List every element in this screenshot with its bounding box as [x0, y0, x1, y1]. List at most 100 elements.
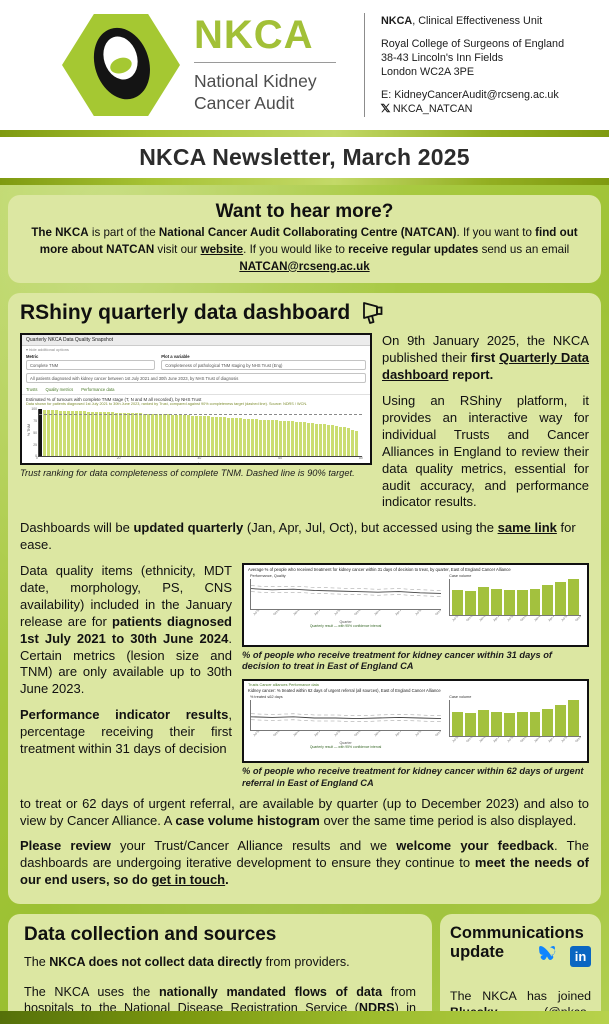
updated-quarterly-line: Dashboards will be updated quarterly (Ja… — [20, 520, 589, 554]
text-segment: (Jan, Apr, Jul, Oct), but accessed using… — [243, 520, 498, 536]
dashboard-31day-window: Average % of people who received treatme… — [242, 563, 589, 648]
nkca-logo: NKCA National Kidney Cancer Audit — [62, 14, 336, 116]
dashboard-chart-title: Estimated % of tumours with complete TNM… — [26, 397, 202, 403]
text-segment: The NKCA uses the — [24, 984, 159, 999]
intro-paragraph-1: On 9th January 2025, the NKCA published … — [382, 333, 589, 384]
contact-block: NKCA, Clinical Effectiveness Unit Royal … — [380, 14, 565, 116]
text-segment: over the same time period is also displa… — [319, 812, 577, 828]
data-quality-paragraph: Data quality items (ethnicity, MDT date,… — [20, 563, 232, 698]
x-handle-line[interactable]: 𝕏 NKCA_NATCAN — [380, 102, 473, 115]
address-line: Royal College of Surgeons of England — [381, 37, 565, 50]
chart-x-label: rank — [192, 461, 200, 466]
linkedin-icon[interactable]: in — [570, 945, 591, 967]
bottom-accent-bar — [0, 1011, 609, 1024]
rshiny-section: RShiny quarterly data dashboard Quarterl… — [8, 293, 601, 905]
text-segment: Please review — [20, 838, 111, 854]
brand-text: NKCA — [194, 13, 314, 58]
dashboard-62day-window: Trusts Cancer alliances Performance data… — [242, 679, 589, 764]
text-segment: National Cancer Audit Collaborating Cent… — [158, 226, 457, 239]
social-icons: in — [538, 944, 591, 968]
dashboard-tab[interactable]: Trusts — [26, 387, 38, 393]
text-segment: , percentage receiving their first treat… — [20, 707, 232, 756]
text-segment: from providers. — [262, 955, 350, 970]
text-segment: case volume histogram — [175, 812, 320, 828]
header-divider — [364, 13, 365, 117]
text-segment: to treat or 62 days of urgent referral, … — [20, 795, 589, 828]
case-volume-panel: Case volume Jul-Sep 21Oct-Dec 21Jan-Mar … — [449, 573, 581, 628]
title-band: NKCA Newsletter, March 2025 — [0, 137, 609, 178]
text-segment: receive regular updates — [348, 242, 479, 256]
text-segment: find out more about NATCAN — [39, 226, 578, 256]
green-divider-bar — [0, 178, 609, 185]
dashboard-chart-note: Data shown for patients diagnosed 1st Ju… — [26, 402, 308, 407]
inline-link[interactable]: same link — [497, 520, 557, 536]
dashboard-variable-select[interactable]: Plot a variable Completeness of patholog… — [161, 354, 366, 371]
wordmark-divider — [194, 62, 336, 64]
text-segment: The NKCA — [31, 226, 89, 239]
inline-link[interactable]: Quarterly Data dashboard — [382, 350, 589, 383]
main-screenshot-caption: Trust ranking for data completeness of c… — [20, 468, 355, 479]
data-collection-p1: The NKCA does not collect data directly … — [24, 954, 416, 971]
communications-heading: Communications update — [450, 924, 584, 962]
inline-link[interactable]: NATCAN@rcseng.ac.uk — [239, 259, 370, 273]
performance-line-panel: Performance, Quality Jul-Sep 21Oct-Dec 2… — [250, 573, 442, 628]
text-segment: welcome your feedback — [396, 838, 555, 854]
intro-paragraph-2: Using an RShiny platform, it provides an… — [382, 393, 589, 511]
text-segment: Data quality items (ethnicity, MDT date,… — [20, 563, 232, 629]
case-volume-panel: Case volume Jul-Sep 21Oct-Dec 21Jan-Mar … — [449, 694, 581, 749]
text-segment: updated quarterly — [133, 520, 244, 536]
communications-section: Communications update in The NKCA has jo… — [440, 914, 601, 1024]
text-segment: . The dashboards are undergoing iterativ… — [20, 838, 590, 871]
text-segment: The — [24, 955, 50, 970]
text-segment: . — [225, 872, 229, 888]
review-feedback-paragraph: Please review your Trust/Cancer Alliance… — [20, 838, 589, 889]
dashboard-tab[interactable]: Performance data — [81, 387, 115, 393]
trust-ranking-chart: % TNM 100 75 50 25 0 0 20 40 60 80 — [26, 407, 363, 461]
continued-paragraph: to treat or 62 days of urgent referral, … — [20, 796, 589, 830]
target-line — [39, 414, 362, 416]
green-divider-bar — [0, 130, 609, 137]
dashboard-tabs: Trusts Quality metrics Performance data — [22, 385, 370, 396]
caption-62-days: % of people who receive treatment for ki… — [242, 766, 584, 788]
nkca-hexagon-logo-icon — [62, 14, 180, 116]
text-segment: On 9th January 2025, the NKCA published … — [382, 333, 589, 366]
text-segment: The NKCA has joined — [450, 989, 591, 1004]
text-segment: report. — [448, 367, 494, 383]
rshiny-heading: RShiny quarterly data dashboard — [20, 301, 589, 325]
text-segment: patients diagnosed 1st July 2021 to 30th… — [20, 613, 232, 646]
data-collection-heading: Data collection and sources — [24, 924, 277, 946]
org-line: NKCA, Clinical Effectiveness Unit — [381, 14, 543, 27]
text-segment: send us an email — [478, 242, 570, 256]
inline-link[interactable]: get in touch — [151, 872, 226, 888]
address-line: 38-43 Lincoln's Inn Fields — [381, 51, 504, 64]
inline-link[interactable]: website — [200, 242, 244, 256]
text-segment: meet the needs of our end users, so do — [20, 855, 589, 888]
hear-more-heading: Want to hear more? — [215, 201, 394, 222]
main-dashboard-screenshot: Quarterly NKCA Data Quality Snapshot ▾ h… — [20, 333, 372, 520]
text-segment: NKCA does not collect data directly — [49, 955, 263, 970]
dashboard-collapse-link[interactable]: ▾ hide additional options — [26, 347, 69, 353]
dashboard-tab[interactable]: Quality metrics — [45, 387, 74, 393]
dashboard-title: Quarterly NKCA Data Quality Snapshot — [22, 335, 370, 347]
x-twitter-icon: 𝕏 — [380, 102, 391, 115]
text-segment: . If you would like to — [243, 242, 349, 256]
brand-subtitle: National Kidney Cancer Audit — [194, 71, 317, 113]
text-segment: your Trust/Cancer Alliance results and w… — [110, 838, 397, 854]
performance-paragraph: Performance indicator results, percentag… — [20, 707, 232, 758]
nkca-wordmark: NKCA National Kidney Cancer Audit — [194, 15, 336, 115]
bluesky-butterfly-icon[interactable] — [538, 944, 565, 968]
dashboard-cohort-select[interactable]: All patients diagnosed with kidney cance… — [26, 373, 366, 384]
newsletter-title: NKCA Newsletter, March 2025 — [139, 144, 470, 170]
dashboard-31day-screenshot: Average % of people who received treatme… — [242, 563, 589, 672]
dashboard-62day-screenshot: Trusts Cancer alliances Performance data… — [242, 679, 589, 788]
caption-31-days: % of people who receive treatment for ki… — [242, 650, 552, 672]
text-segment: Using an RShiny platform, it provides an… — [382, 393, 589, 510]
text-segment: is part of the — [88, 226, 159, 239]
dashboard-window: Quarterly NKCA Data Quality Snapshot ▾ h… — [20, 333, 372, 466]
text-segment: . If you want to — [456, 226, 536, 239]
email-line[interactable]: E: KidneyCancerAudit@rcseng.ac.uk — [381, 88, 559, 101]
dashboard-metric-select[interactable]: Metric Complete TNM — [26, 354, 156, 371]
text-segment: . Certain metrics (lesion size and TNM) … — [20, 630, 232, 697]
performance-line-panel: % treated ≤62 days Jul-Sep 21Oct-Dec 21J… — [250, 694, 442, 749]
